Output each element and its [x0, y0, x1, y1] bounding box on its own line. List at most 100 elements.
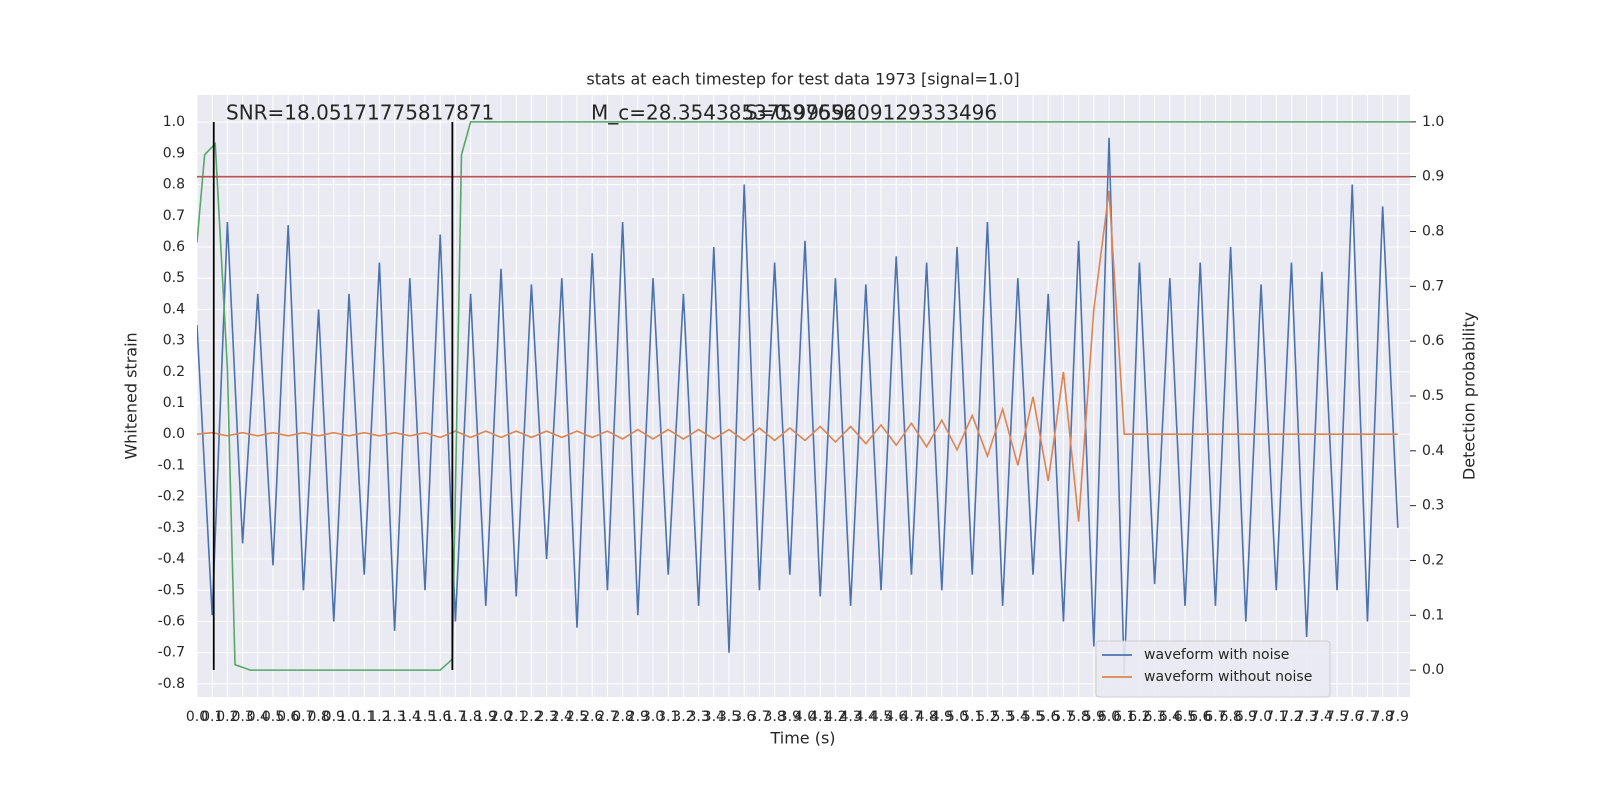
x-tick-label: 2.3 [535, 709, 557, 725]
y-tick-label: 0.0 [163, 426, 185, 442]
y-tick-label: 0.7 [163, 208, 185, 224]
y2-tick-label: 0.4 [1422, 443, 1444, 459]
x-tick-label: 1.4 [399, 709, 421, 725]
x-tick-label: 5.5 [1022, 709, 1044, 725]
x-tick-label: 1.1 [353, 709, 375, 725]
y2-tick-label: 0.0 [1422, 662, 1444, 678]
x-tick-label: 4.1 [809, 709, 831, 725]
x-tick-label: 0.7 [292, 709, 314, 725]
x-tick-label: 0.8 [307, 709, 329, 725]
x-tick-label: 7.1 [1265, 709, 1287, 725]
x-tick-label: 6.0 [1098, 709, 1120, 725]
x-tick-label: 4.0 [794, 709, 816, 725]
x-tick-label: 2.1 [505, 709, 527, 725]
y2-tick-label: 1.0 [1422, 114, 1444, 130]
x-tick-label: 7.7 [1356, 709, 1378, 725]
x-tick-label: 6.7 [1204, 709, 1226, 725]
legend-label: waveform without noise [1144, 669, 1312, 685]
x-tick-label: 2.8 [611, 709, 633, 725]
x-tick-label: 3.0 [642, 709, 664, 725]
x-tick-label: 1.6 [429, 709, 451, 725]
x-tick-label: 4.3 [839, 709, 861, 725]
x-tick-label: 3.4 [703, 709, 725, 725]
x-tick-label: 4.9 [931, 709, 953, 725]
x-tick-label: 1.3 [383, 709, 405, 725]
x-tick-label: 4.7 [900, 709, 922, 725]
x-tick-label: 1.8 [459, 709, 481, 725]
x-tick-label: 3.6 [733, 709, 755, 725]
x-tick-label: 0.2 [216, 709, 238, 725]
y2-tick-label: 0.5 [1422, 388, 1444, 404]
x-tick-label: 6.9 [1235, 709, 1257, 725]
x-tick-label: 6.3 [1143, 709, 1165, 725]
x-tick-label: 0.6 [277, 709, 299, 725]
x-tick-label: 3.5 [718, 709, 740, 725]
annotation: M_c=28.35438537597656 [591, 101, 856, 125]
x-tick-label: 3.9 [779, 709, 801, 725]
x-tick-label: 4.5 [870, 709, 892, 725]
chart-title: stats at each timestep for test data 197… [586, 70, 1019, 89]
x-tick-label: 6.8 [1220, 709, 1242, 725]
legend-label: waveform with noise [1144, 647, 1289, 663]
x-tick-label: 0.4 [247, 709, 269, 725]
x-tick-label: 7.0 [1250, 709, 1272, 725]
x-tick-label: 2.2 [520, 709, 542, 725]
y-tick-label: -0.6 [158, 613, 185, 629]
x-tick-label: 5.1 [961, 709, 983, 725]
x-tick-label: 4.2 [824, 709, 846, 725]
x-tick-label: 6.1 [1113, 709, 1135, 725]
y-axis-label: Whitened strain [122, 332, 141, 459]
x-tick-label: 7.3 [1296, 709, 1318, 725]
x-tick-label: 7.8 [1372, 709, 1394, 725]
y-tick-label: 0.4 [163, 301, 185, 317]
plot-background [197, 95, 1410, 697]
y-tick-label: 0.5 [163, 270, 185, 286]
y-tick-label: -0.3 [158, 520, 185, 536]
y2-tick-label: 0.2 [1422, 552, 1444, 568]
x-tick-label: 1.0 [338, 709, 360, 725]
x-tick-label: 0.1 [201, 709, 223, 725]
x-tick-label: 2.6 [581, 709, 603, 725]
x-tick-label: 2.5 [566, 709, 588, 725]
y-tick-label: 0.6 [163, 239, 185, 255]
y-tick-label: 0.2 [163, 364, 185, 380]
x-tick-label: 2.0 [490, 709, 512, 725]
x-tick-label: 5.2 [976, 709, 998, 725]
x-tick-label: 5.4 [1007, 709, 1029, 725]
y2-tick-label: 0.1 [1422, 607, 1444, 623]
x-tick-label: 3.8 [763, 709, 785, 725]
y-tick-label: -0.5 [158, 582, 185, 598]
x-tick-label: 7.2 [1280, 709, 1302, 725]
x-tick-label: 2.7 [596, 709, 618, 725]
y-tick-label: -0.2 [158, 489, 185, 505]
annotation: SNR=18.05171775817871 [226, 101, 494, 125]
y2-tick-label: 0.8 [1422, 224, 1444, 240]
x-tick-label: 3.7 [748, 709, 770, 725]
x-tick-label: 5.9 [1083, 709, 1105, 725]
x-axis-label: Time (s) [769, 729, 835, 748]
y2-tick-label: 0.7 [1422, 278, 1444, 294]
y2-tick-label: 0.3 [1422, 498, 1444, 514]
x-tick-label: 0.5 [262, 709, 284, 725]
x-tick-label: 5.7 [1052, 709, 1074, 725]
y2-axis-label: Detection probability [1460, 312, 1479, 480]
plot [197, 121, 1410, 675]
annotation: S=0.9959209129333496 [745, 101, 997, 125]
x-tick-label: 2.4 [551, 709, 573, 725]
y-tick-label: -0.1 [158, 457, 185, 473]
x-tick-label: 1.7 [444, 709, 466, 725]
x-tick-label: 5.3 [991, 709, 1013, 725]
x-tick-label: 4.4 [855, 709, 877, 725]
legend-box [1095, 640, 1331, 698]
x-tick-label: 7.9 [1387, 709, 1409, 725]
x-tick-label: 6.5 [1174, 709, 1196, 725]
x-tick-label: 1.9 [475, 709, 497, 725]
x-tick-label: 1.5 [414, 709, 436, 725]
x-tick-label: 3.1 [657, 709, 679, 725]
y2-tick-label: 0.6 [1422, 333, 1444, 349]
x-tick-label: 0.9 [323, 709, 345, 725]
x-tick-label: 3.3 [687, 709, 709, 725]
x-tick-label: 5.6 [1037, 709, 1059, 725]
y-tick-label: 0.8 [163, 177, 185, 193]
